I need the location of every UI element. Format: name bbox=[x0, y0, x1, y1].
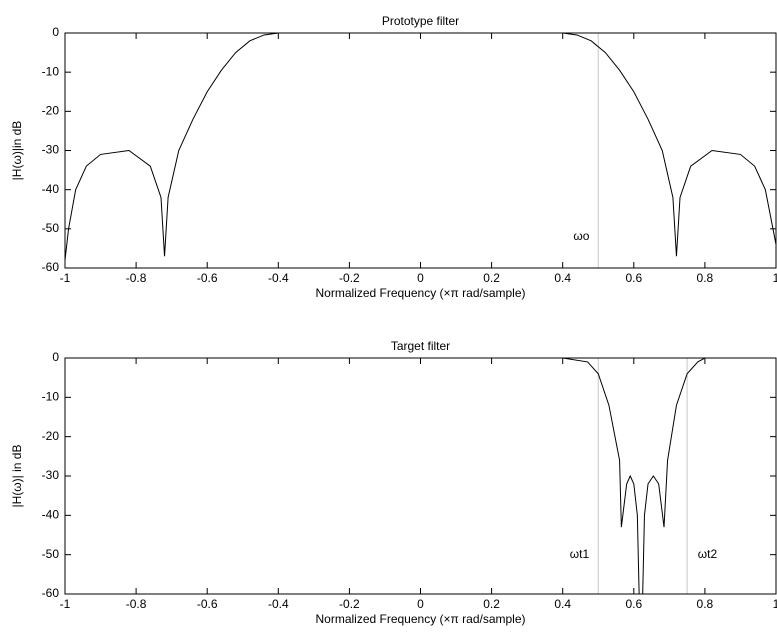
annotation: ωt1 bbox=[570, 547, 590, 561]
y-tick-label: -40 bbox=[42, 508, 60, 522]
chart-title: Prototype filter bbox=[382, 14, 459, 28]
x-tick-label: -0.6 bbox=[197, 597, 218, 611]
y-axis-label: |H(ω)| in dB bbox=[10, 445, 24, 508]
y-tick-label: -50 bbox=[42, 221, 60, 235]
y-tick-label: -40 bbox=[42, 182, 60, 196]
plot-area bbox=[65, 33, 776, 268]
x-tick-label: 0.6 bbox=[625, 597, 642, 611]
x-tick-label: -0.6 bbox=[197, 271, 218, 285]
x-tick-label: -0.2 bbox=[339, 597, 360, 611]
chart-title: Target filter bbox=[391, 339, 450, 353]
x-tick-label: 0.2 bbox=[483, 271, 500, 285]
x-tick-label: 0.6 bbox=[625, 271, 642, 285]
y-tick-label: -20 bbox=[42, 429, 60, 443]
y-tick-label: 0 bbox=[52, 350, 59, 364]
y-tick-label: -30 bbox=[42, 143, 60, 157]
x-tick-label: 0.8 bbox=[697, 271, 714, 285]
y-tick-label: -10 bbox=[42, 64, 60, 78]
y-tick-label: -10 bbox=[42, 390, 60, 404]
y-tick-label: -60 bbox=[42, 586, 60, 600]
annotation: ωt2 bbox=[698, 547, 718, 561]
axes-box bbox=[64, 357, 777, 595]
x-tick-label: 0 bbox=[417, 271, 424, 285]
x-tick-label: -0.4 bbox=[268, 597, 289, 611]
x-tick-label: -0.8 bbox=[126, 271, 147, 285]
y-tick-label: -50 bbox=[42, 547, 60, 561]
y-tick-label: 0 bbox=[52, 25, 59, 39]
x-tick-label: 1 bbox=[773, 271, 777, 285]
x-tick-label: -1 bbox=[60, 271, 71, 285]
axes-box bbox=[64, 32, 777, 269]
y-tick-label: -30 bbox=[42, 468, 60, 482]
x-tick-label: 0.4 bbox=[554, 597, 571, 611]
x-axis-label: Normalized Frequency (×π rad/sample) bbox=[315, 612, 525, 626]
plot-area bbox=[65, 358, 776, 594]
annotation: ωo bbox=[573, 229, 589, 243]
x-tick-label: 0.2 bbox=[483, 597, 500, 611]
x-axis-label: Normalized Frequency (×π rad/sample) bbox=[315, 286, 525, 300]
x-tick-label: -0.4 bbox=[268, 271, 289, 285]
x-tick-label: 1 bbox=[773, 597, 777, 611]
x-tick-label: 0.4 bbox=[554, 271, 571, 285]
x-tick-label: -1 bbox=[60, 597, 71, 611]
x-tick-label: -0.8 bbox=[126, 597, 147, 611]
x-tick-label: 0.8 bbox=[697, 597, 714, 611]
x-tick-label: -0.2 bbox=[339, 271, 360, 285]
y-axis-label: |H(ω)|in dB bbox=[10, 121, 24, 181]
y-tick-label: -20 bbox=[42, 104, 60, 118]
y-tick-label: -60 bbox=[42, 260, 60, 274]
x-tick-label: 0 bbox=[417, 597, 424, 611]
